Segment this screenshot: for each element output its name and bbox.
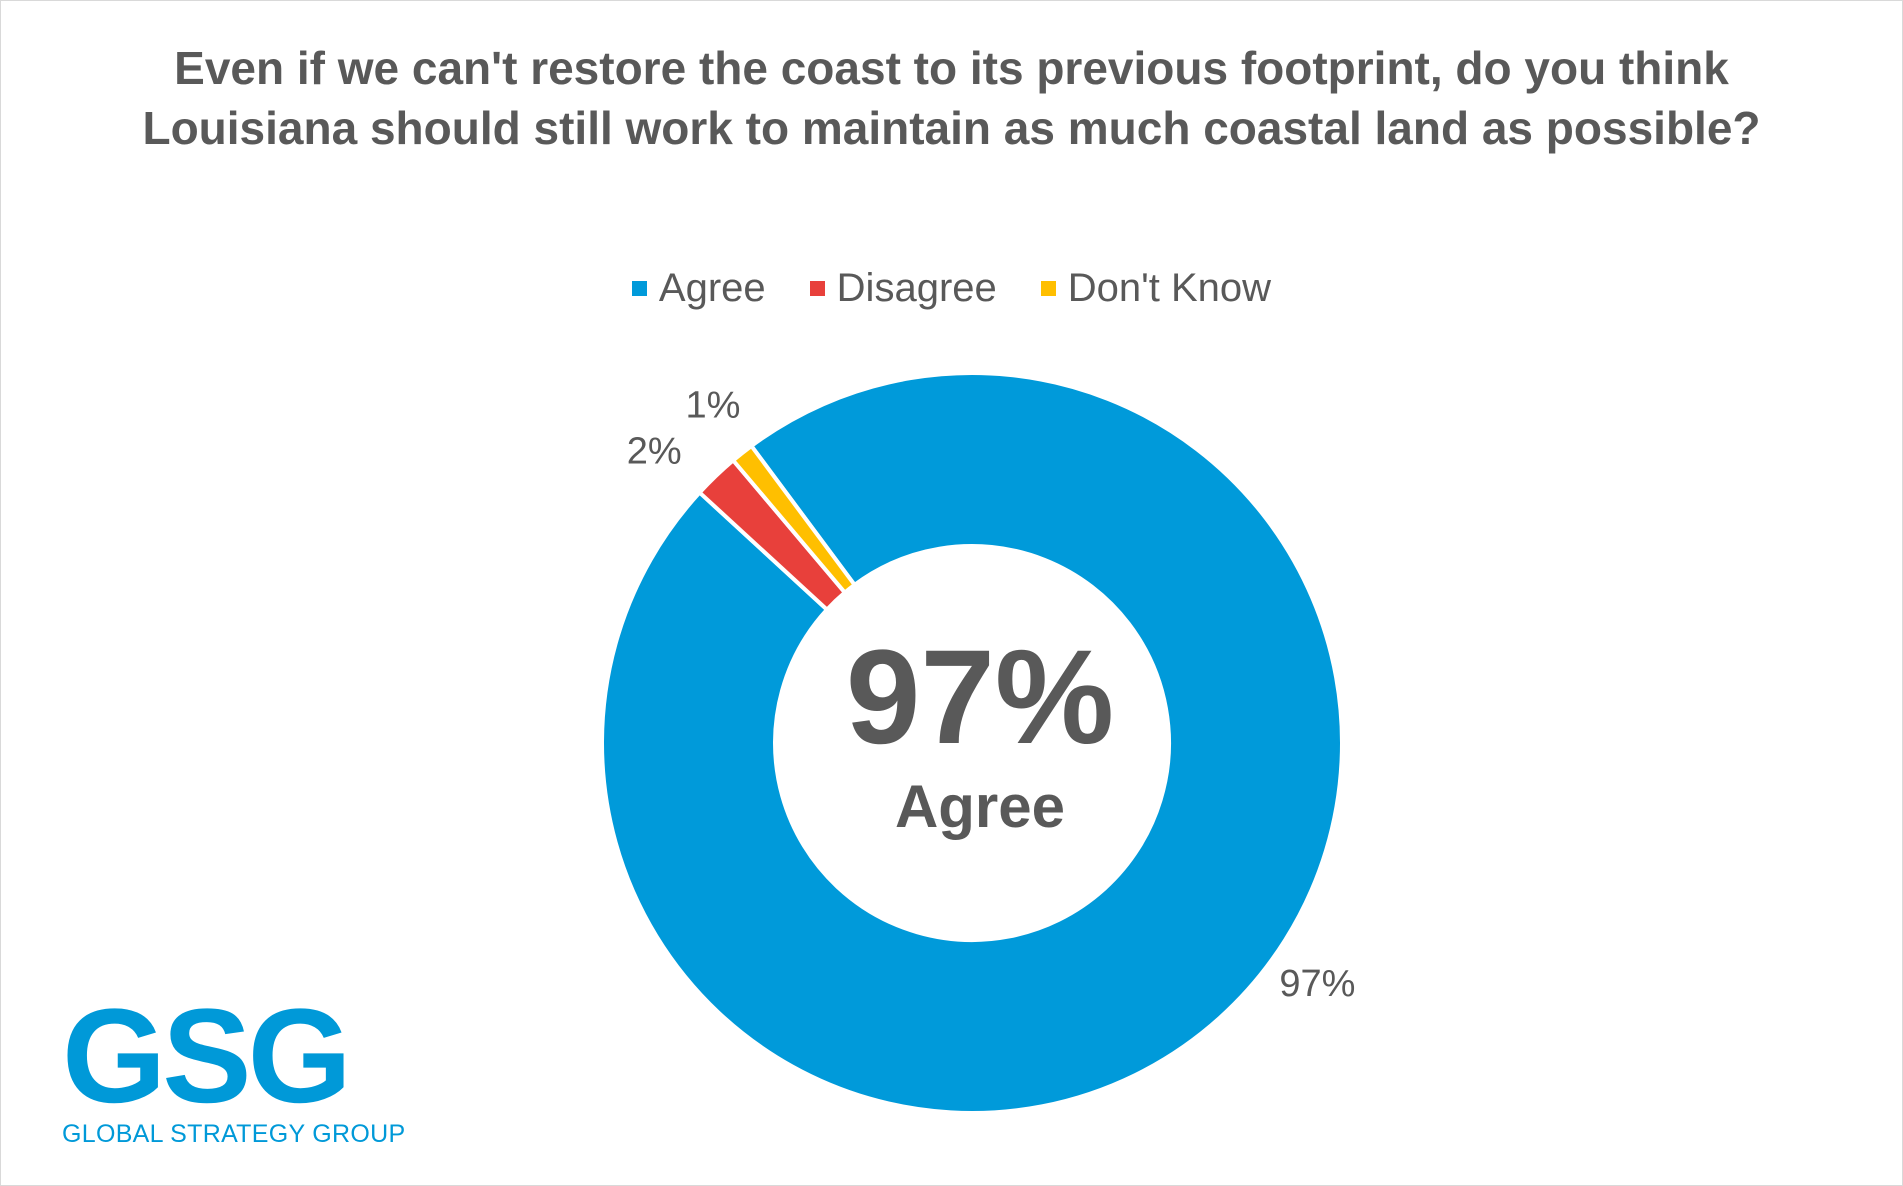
legend-label-agree: Agree <box>658 266 766 310</box>
center-label: Agree <box>894 773 1066 840</box>
legend-label-dont-know: Don't Know <box>1067 266 1272 310</box>
data-label-disagree: 2% <box>627 431 682 473</box>
gsg-logo: GSG <box>62 990 352 1131</box>
legend-swatch-dont-know <box>1040 281 1056 296</box>
legend: Agree Disagree Don't Know <box>0 266 1903 311</box>
logo-text: GSG <box>62 990 348 1131</box>
slice-dont-know <box>730 443 858 596</box>
legend-label-disagree: Disagree <box>836 266 997 310</box>
logo-subtitle: GLOBAL STRATEGY GROUP <box>62 1120 406 1148</box>
chart-title: Even if we can't restore the coast to it… <box>142 42 1761 154</box>
legend-item-agree: Agree <box>631 266 766 311</box>
legend-swatch-agree <box>631 281 647 296</box>
center-percentage: 97% <box>845 623 1115 772</box>
slice-agree <box>600 371 1344 1115</box>
data-label-agree: 97% <box>1279 963 1355 1005</box>
legend-item-disagree: Disagree <box>809 266 997 311</box>
legend-swatch-disagree <box>809 281 825 296</box>
data-label-dont-know: 1% <box>685 385 740 427</box>
legend-item-dont-know: Don't Know <box>1040 266 1272 311</box>
